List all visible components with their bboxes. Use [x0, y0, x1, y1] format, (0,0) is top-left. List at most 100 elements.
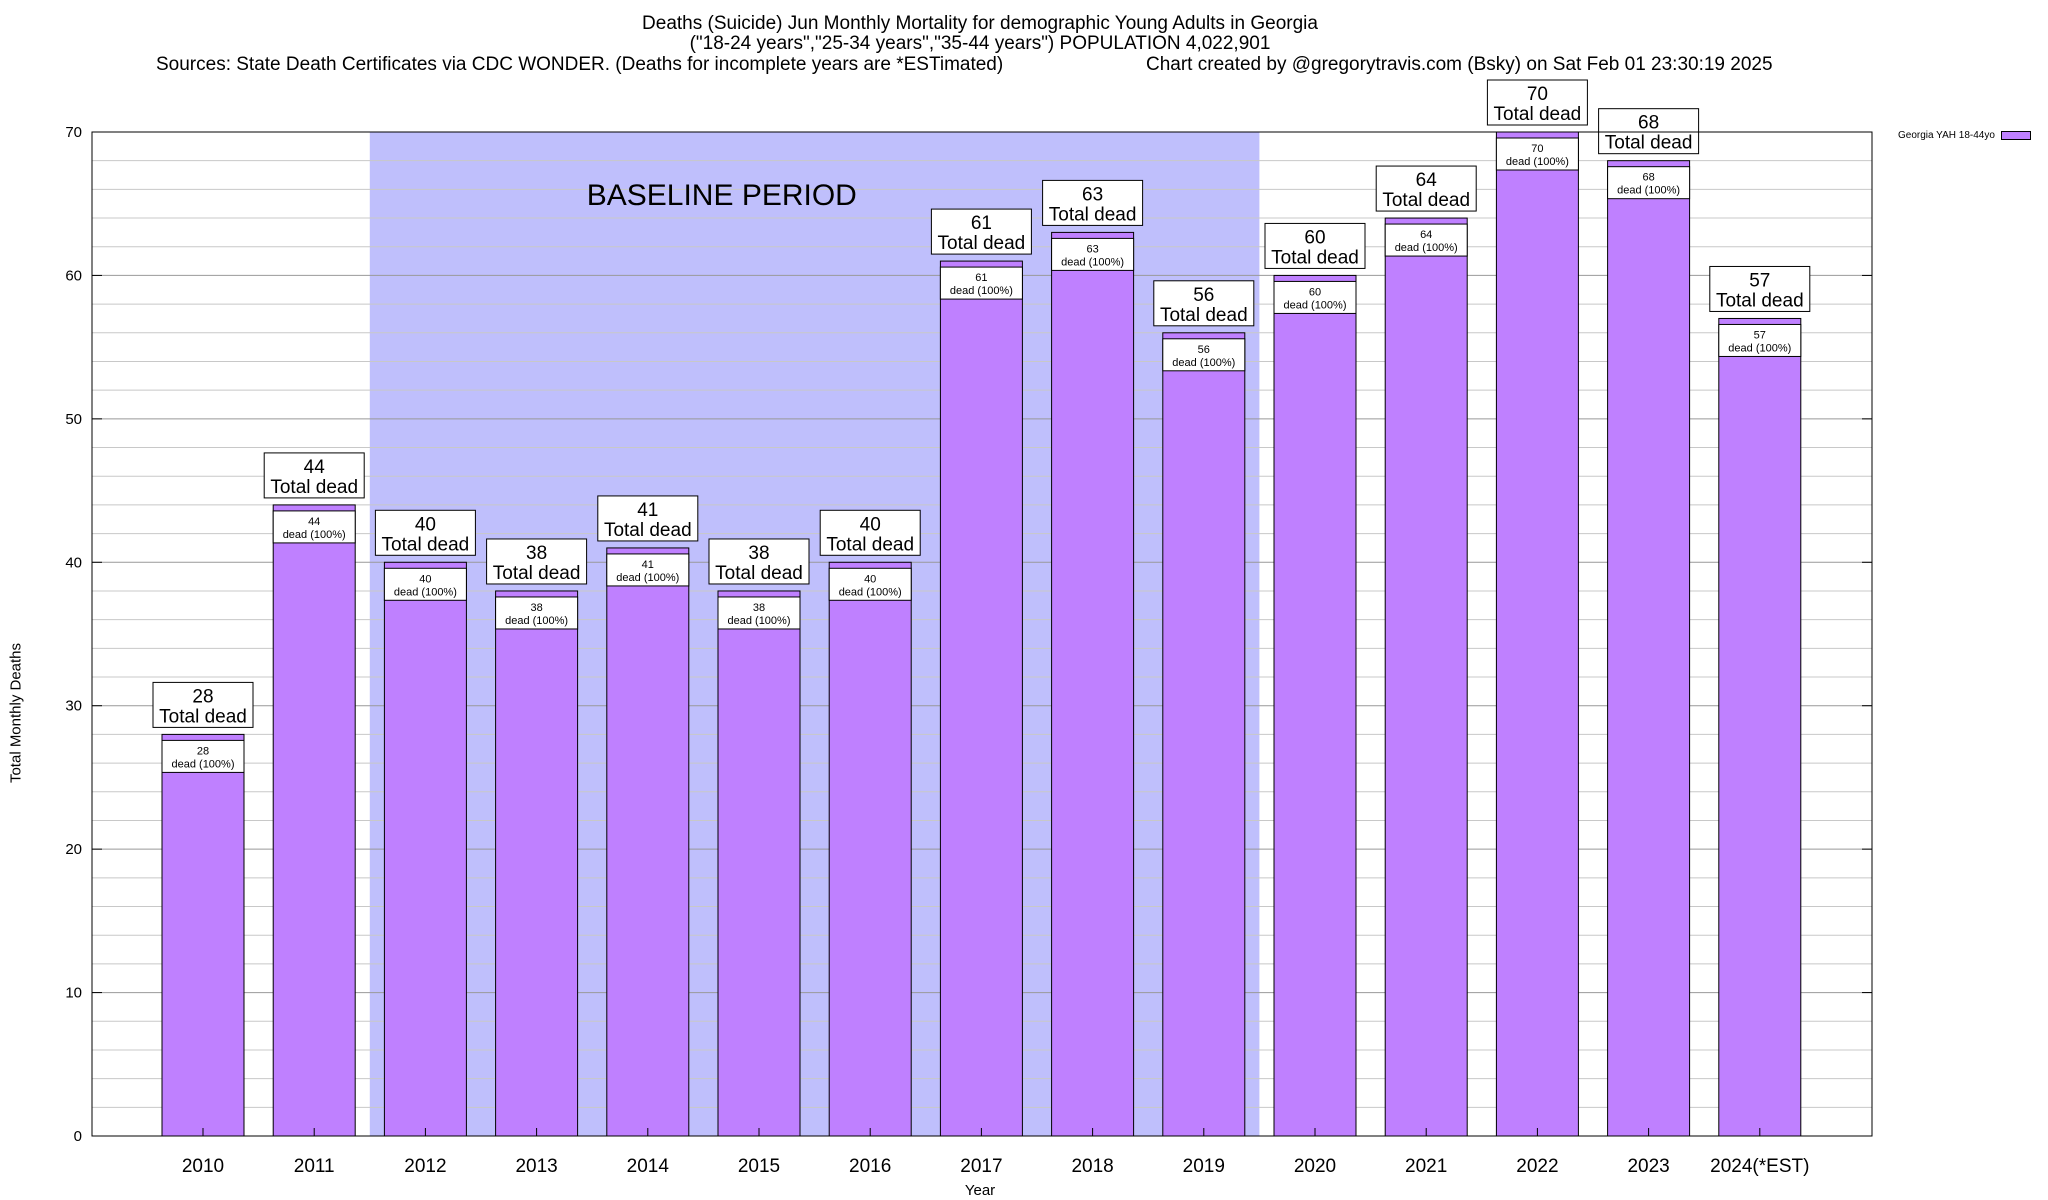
y-tick-label: 70 [65, 124, 82, 141]
inner-label-value: 40 [864, 573, 876, 585]
legend-label: Georgia YAH 18-44yo [1898, 130, 1995, 141]
y-axis-label: Total Monthly Deaths [7, 642, 25, 784]
inner-label-box [939, 266, 1023, 300]
inner-label-value: 57 [1754, 329, 1766, 341]
bar-2014 [606, 547, 690, 1137]
inner-label-box [1495, 137, 1579, 171]
top-label-value: 60 [1304, 227, 1325, 248]
y-tick-label: 0 [74, 1128, 82, 1145]
top-label-text: Total dead [715, 563, 803, 584]
inner-label-value: 38 [753, 602, 765, 614]
inner-label-value: 64 [1420, 229, 1432, 241]
inner-label-box [495, 596, 579, 630]
x-tick-label: 2023 [1627, 1156, 1669, 1177]
bar-2019 [1162, 332, 1246, 1137]
top-label-box [374, 509, 476, 556]
top-label-box [930, 208, 1032, 255]
y-tick-label: 10 [65, 985, 82, 1002]
bar-2020 [1273, 274, 1357, 1137]
bar-2016 [828, 561, 912, 1137]
inner-label-value: 61 [975, 272, 987, 284]
top-label-text: Total dead [1716, 290, 1804, 311]
bar-2017 [939, 260, 1023, 1137]
inner-label-box [383, 567, 467, 601]
x-tick-label: 2019 [1183, 1156, 1225, 1177]
inner-label-text: dead (100%) [728, 615, 791, 627]
inner-label-value: 28 [197, 745, 209, 757]
x-tick-label: 2022 [1516, 1156, 1558, 1177]
inner-label-value: 60 [1309, 286, 1321, 298]
top-label-value: 68 [1638, 113, 1659, 134]
top-label-value: 38 [748, 543, 769, 564]
top-label-text: Total dead [1382, 190, 1470, 211]
bar-2012 [383, 561, 467, 1137]
bar-2013 [495, 590, 579, 1137]
top-label-value: 40 [860, 514, 881, 535]
bar-2023 [1607, 160, 1691, 1137]
top-label-text: Total dead [1271, 247, 1359, 268]
top-label-box [1486, 79, 1588, 126]
inner-label-value: 56 [1198, 344, 1210, 356]
chart-source: Sources: State Death Certificates via CD… [156, 54, 1004, 75]
chart-credit: Chart created by @gregorytravis.com (Bsk… [1146, 54, 1773, 75]
inner-label-box [717, 596, 801, 630]
top-label-box [1598, 108, 1700, 155]
top-label-value: 44 [304, 457, 326, 478]
bar-2024(*EST) [1718, 317, 1802, 1137]
top-label-value: 56 [1193, 285, 1214, 306]
top-label-value: 63 [1082, 184, 1103, 205]
inner-label-text: dead (100%) [283, 529, 346, 541]
top-label-value: 64 [1416, 170, 1438, 191]
plot-border [91, 131, 1873, 1137]
chart-subtitle: ("18-24 years","25-34 years","35-44 year… [689, 33, 1271, 54]
chart-title-block: Deaths (Suicide) Jun Monthly Mortality f… [0, 14, 1960, 54]
inner-label-text: dead (100%) [1061, 256, 1124, 268]
inner-label-text: dead (100%) [1172, 357, 1235, 369]
inner-label-value: 68 [1642, 172, 1654, 184]
y-tick-label: 50 [65, 411, 82, 428]
top-label-text: Total dead [826, 534, 914, 555]
inner-label-value: 70 [1531, 143, 1543, 155]
inner-label-box [1384, 223, 1468, 257]
bar-2011 [272, 504, 356, 1137]
x-tick-label: 2015 [738, 1156, 780, 1177]
inner-label-box [828, 567, 912, 601]
top-label-box [263, 452, 365, 499]
top-label-value: 28 [192, 686, 213, 707]
x-tick-label: 2021 [1405, 1156, 1447, 1177]
x-axis-label: Year [964, 1182, 996, 1199]
top-label-box [708, 538, 810, 585]
y-tick-label: 30 [65, 698, 82, 715]
inner-label-box [606, 553, 690, 587]
top-label-value: 38 [526, 543, 547, 564]
top-label-text: Total dead [1049, 204, 1137, 225]
top-label-value: 57 [1749, 270, 1770, 291]
inner-label-text: dead (100%) [616, 572, 679, 584]
inner-label-box [272, 510, 356, 544]
inner-label-text: dead (100%) [1395, 242, 1458, 254]
x-tick-label: 2016 [849, 1156, 891, 1177]
top-label-text: Total dead [938, 233, 1026, 254]
top-label-text: Total dead [382, 534, 470, 555]
inner-label-text: dead (100%) [505, 615, 568, 627]
top-label-value: 70 [1527, 84, 1548, 105]
top-label-box [1153, 280, 1255, 327]
top-label-text: Total dead [493, 563, 581, 584]
inner-label-text: dead (100%) [1506, 156, 1569, 168]
top-label-text: Total dead [1494, 104, 1582, 125]
top-label-value: 61 [971, 213, 992, 234]
bar-2021 [1384, 217, 1468, 1137]
x-tick-label: 2010 [182, 1156, 224, 1177]
y-tick-label: 60 [65, 267, 82, 284]
x-tick-label: 2012 [404, 1156, 446, 1177]
inner-label-text: dead (100%) [1728, 342, 1791, 354]
top-label-box [486, 538, 588, 585]
top-label-box [1264, 222, 1366, 269]
top-label-box [1375, 165, 1477, 212]
x-tick-label: 2018 [1071, 1156, 1113, 1177]
x-tick-label: 2014 [627, 1156, 670, 1177]
top-label-text: Total dead [159, 706, 247, 727]
inner-label-text: dead (100%) [950, 285, 1013, 297]
top-label-text: Total dead [270, 477, 358, 498]
